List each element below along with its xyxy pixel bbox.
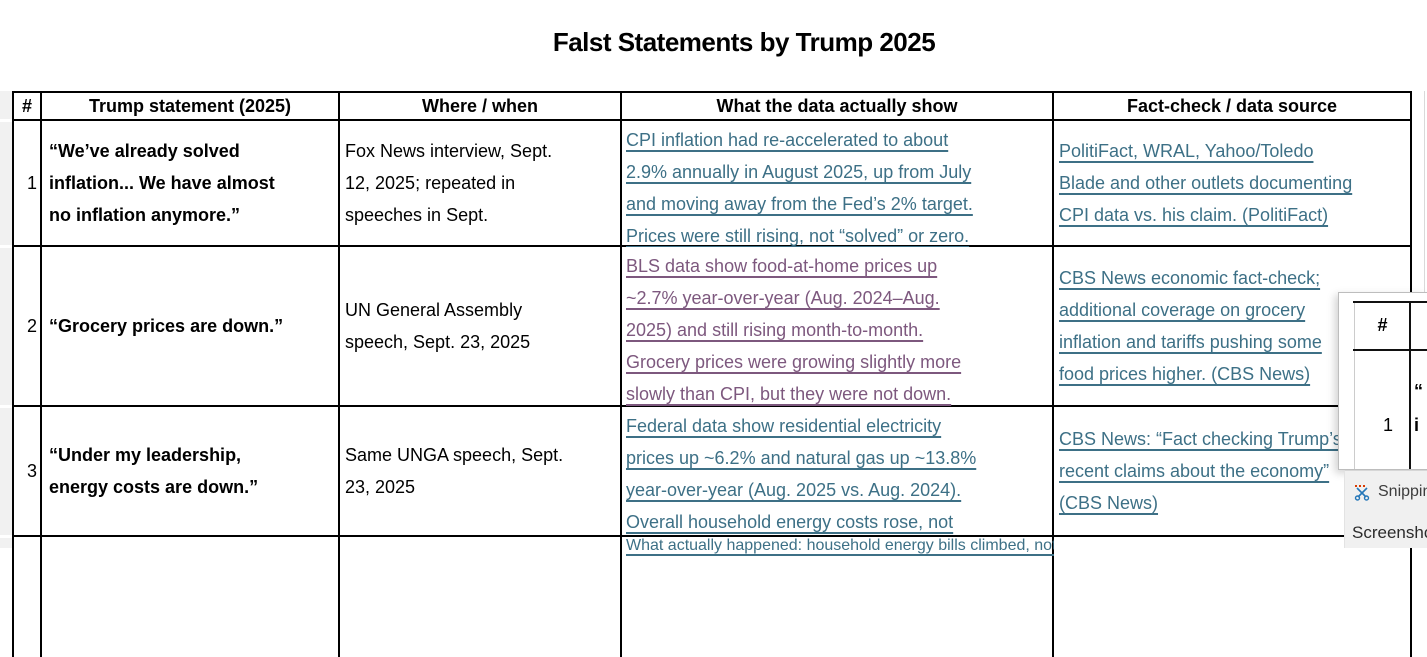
- preview-gutter-line: [1354, 301, 1355, 469]
- data-link[interactable]: Federal data show residential electricit…: [626, 416, 942, 436]
- data-link[interactable]: Prices were still rising, not “solved” o…: [626, 226, 970, 246]
- data-show-cell: CPI inflation had re-accelerated to abou…: [622, 121, 1054, 247]
- preview-table-border: [1353, 349, 1427, 351]
- preview-table-border: [1409, 301, 1411, 469]
- data-show-cell: What actually happened: household energy…: [622, 537, 1057, 657]
- snipping-tool-icon: [1354, 484, 1370, 501]
- where-when-cell: [340, 537, 622, 657]
- data-link[interactable]: Overall household energy costs rose, not: [626, 512, 954, 532]
- source-link[interactable]: food prices higher. (CBS News): [1059, 364, 1311, 384]
- statement-cell: [42, 537, 340, 657]
- toast-app-name: Snippin: [1378, 483, 1427, 500]
- data-link[interactable]: CPI inflation had re-accelerated to abou…: [626, 130, 949, 150]
- preview-row-number: 1: [1383, 415, 1394, 435]
- data-link[interactable]: and moving away from the Fed’s 2% target…: [626, 194, 973, 214]
- source-link[interactable]: additional coverage on grocery: [1059, 300, 1306, 320]
- source-link[interactable]: PolitiFact, WRAL, Yahoo/Toledo: [1059, 141, 1314, 161]
- toast-message: Screensho: [1352, 523, 1427, 542]
- source-link[interactable]: CBS News: “Fact checking Trump’s: [1059, 429, 1342, 449]
- data-link-visited[interactable]: slowly than CPI, but they were not down.: [626, 384, 952, 404]
- data-show-cell: BLS data show food-at-home prices up ~2.…: [622, 247, 1054, 407]
- data-link-visited[interactable]: 2025) and still rising month-to-month.: [626, 320, 924, 340]
- data-link[interactable]: prices up ~6.2% and natural gas up ~13.8…: [626, 448, 977, 468]
- source-cell: [1054, 537, 1412, 657]
- preview-partial-text: i: [1414, 415, 1420, 435]
- data-link[interactable]: What actually happened: household energy…: [626, 537, 1057, 554]
- source-link[interactable]: Blade and other outlets documenting: [1059, 173, 1353, 193]
- col-header-statement: Trump statement (2025): [42, 93, 340, 121]
- data-link-visited[interactable]: ~2.7% year-over-year (Aug. 2024–Aug.: [626, 288, 940, 308]
- data-link[interactable]: year-over-year (Aug. 2025 vs. Aug. 2024)…: [626, 480, 962, 500]
- row-number: 3: [14, 407, 42, 537]
- screenshot-preview-popup[interactable]: # “ 1 i: [1338, 292, 1427, 470]
- col-header-data-show: What the data actually show: [622, 93, 1054, 121]
- snipping-tool-notification[interactable]: Snippin Screensho: [1344, 470, 1427, 548]
- statement-cell: “We’ve already solved inflation... We ha…: [42, 121, 340, 247]
- where-when-cell: Same UNGA speech, Sept. 23, 2025: [340, 407, 622, 537]
- row-number: [14, 537, 42, 657]
- page-title: Falst Statements by Trump 2025: [552, 27, 936, 57]
- source-link[interactable]: CBS News economic fact-check;: [1059, 268, 1321, 288]
- fact-check-table: # Trump statement (2025) Where / when Wh…: [12, 91, 1412, 657]
- preview-table-border: [1353, 301, 1427, 303]
- col-header-where-when: Where / when: [340, 93, 622, 121]
- row-gutter: [0, 91, 12, 548]
- data-link-visited[interactable]: Grocery prices were growing slightly mor…: [626, 352, 962, 372]
- preview-hash-header: #: [1377, 314, 1388, 335]
- row-number: 2: [14, 247, 42, 407]
- col-header-number: #: [14, 93, 42, 121]
- where-when-cell: Fox News interview, Sept. 12, 2025; repe…: [340, 121, 622, 247]
- data-link-visited[interactable]: BLS data show food-at-home prices up: [626, 256, 938, 276]
- source-link[interactable]: CPI data vs. his claim. (PolitiFact): [1059, 205, 1329, 225]
- statement-cell: “Under my leadership, energy costs are d…: [42, 407, 340, 537]
- data-link[interactable]: 2.9% annually in August 2025, up from Ju…: [626, 162, 972, 182]
- source-cell: PolitiFact, WRAL, Yahoo/Toledo Blade and…: [1054, 121, 1412, 247]
- source-link[interactable]: (CBS News): [1059, 493, 1159, 513]
- source-link[interactable]: recent claims about the economy”: [1059, 461, 1330, 481]
- where-when-cell: UN General Assembly speech, Sept. 23, 20…: [340, 247, 622, 407]
- preview-quote-char: “: [1414, 381, 1423, 401]
- data-show-cell: Federal data show residential electricit…: [622, 407, 1054, 537]
- statement-cell: “Grocery prices are down.”: [42, 247, 340, 407]
- col-header-source: Fact-check / data source: [1054, 93, 1412, 121]
- source-link[interactable]: inflation and tariffs pushing some: [1059, 332, 1322, 352]
- row-number: 1: [14, 121, 42, 247]
